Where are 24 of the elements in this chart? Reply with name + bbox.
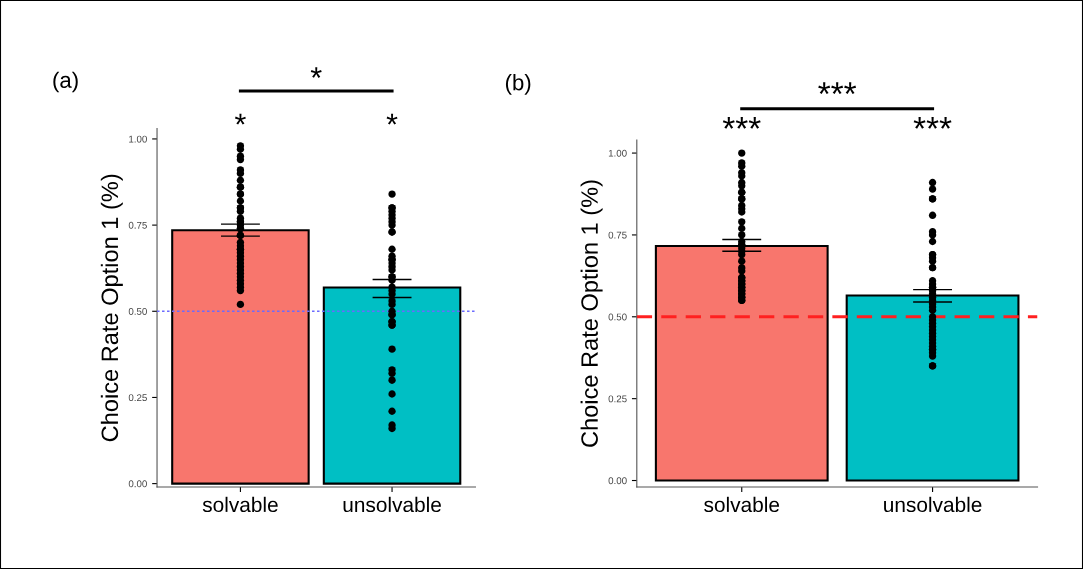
y-tick-label: 0.00 bbox=[128, 480, 147, 488]
text: * bbox=[310, 67, 322, 78]
text: * bbox=[234, 113, 246, 125]
y-axis-title: Choice Rate Option 1 (%) bbox=[100, 174, 123, 442]
y-tick-label: 0.25 bbox=[128, 394, 147, 402]
text: *** bbox=[722, 117, 761, 129]
text: *** bbox=[818, 82, 857, 95]
y-tick-label: 0.50 bbox=[128, 308, 147, 315]
y-axis-title: Choice Rate Option 1 (%) bbox=[580, 180, 603, 447]
text: *** bbox=[913, 117, 952, 129]
text: (a) bbox=[53, 71, 78, 93]
y-tick-label: 0.75 bbox=[128, 221, 147, 229]
x-tick-label: unsolvable bbox=[884, 496, 982, 513]
y-tick-label: 0.25 bbox=[608, 395, 627, 403]
y-tick-label: 1.00 bbox=[129, 135, 147, 143]
y-tick-label: 0.75 bbox=[608, 231, 627, 239]
y-tick-label: 0.00 bbox=[608, 477, 627, 485]
text: * bbox=[386, 113, 398, 125]
x-tick-label: unsolvable bbox=[343, 496, 441, 513]
text: (b) bbox=[505, 74, 531, 95]
y-tick-label: 1.00 bbox=[608, 149, 627, 157]
y-tick-label: 0.50 bbox=[608, 313, 627, 321]
x-tick-label: solvable bbox=[704, 496, 780, 513]
x-tick-label: solvable bbox=[202, 496, 278, 513]
